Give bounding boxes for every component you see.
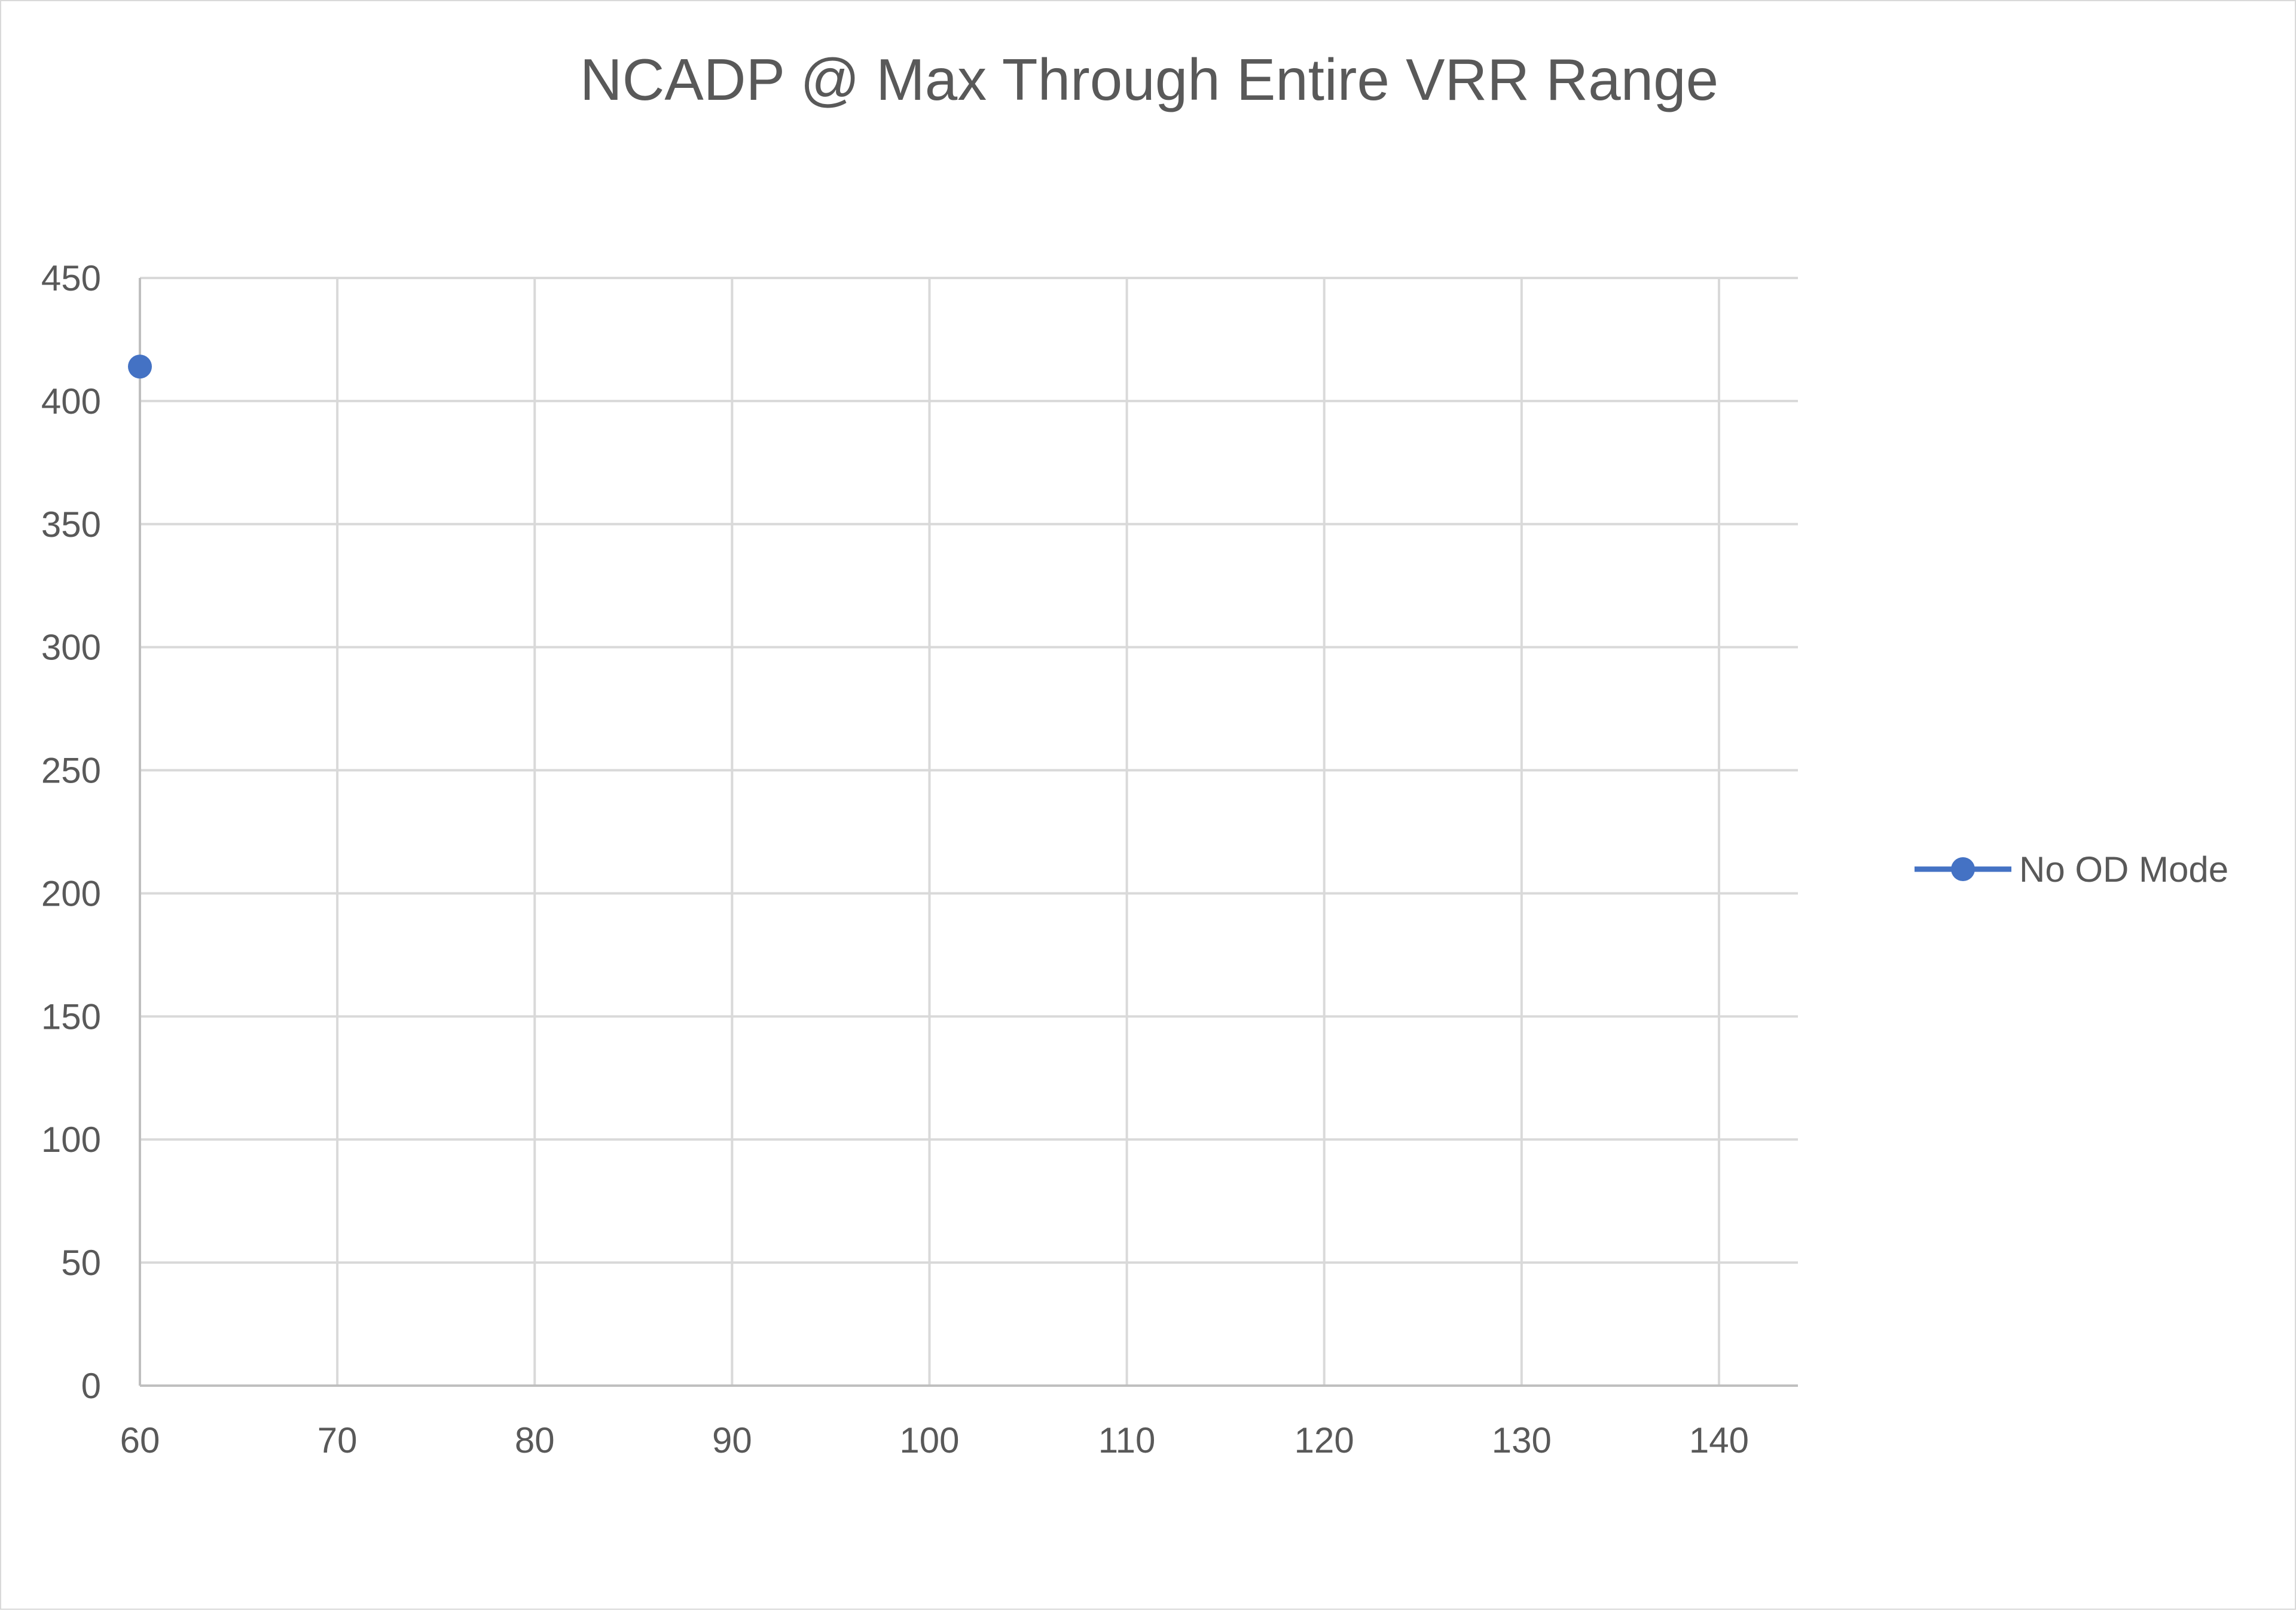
y-tick-label: 150 — [41, 996, 101, 1037]
legend-marker — [1951, 857, 1975, 881]
x-tick-label: 130 — [1492, 1420, 1552, 1460]
tick-labels: 0 50 100 150 200 250 300 350 400 450 60 70 80 90 100 11… — [41, 258, 1749, 1460]
x-tick-label: 80 — [515, 1420, 555, 1460]
x-tick-label: 60 — [120, 1420, 160, 1460]
x-tick-label: 140 — [1689, 1420, 1749, 1460]
gridlines — [140, 277, 1798, 1386]
data-point — [128, 354, 152, 379]
x-tick-label: 120 — [1294, 1420, 1354, 1460]
legend: No OD Mode — [1915, 849, 2228, 889]
y-tick-label: 400 — [41, 381, 101, 421]
y-tick-label: 50 — [61, 1243, 101, 1283]
y-tick-label: 100 — [41, 1120, 101, 1160]
chart-title: NCADP @ Max Through Entire VRR Range — [580, 47, 1718, 112]
x-tick-label: 70 — [317, 1420, 358, 1460]
y-tick-label: 0 — [81, 1366, 101, 1406]
x-tick-label: 110 — [1098, 1420, 1156, 1460]
y-tick-label: 250 — [41, 751, 101, 791]
y-tick-label: 450 — [41, 258, 101, 298]
y-tick-label: 300 — [41, 628, 101, 668]
y-tick-label: 200 — [41, 873, 101, 913]
legend-label: No OD Mode — [2019, 849, 2228, 889]
x-tick-label: 90 — [712, 1420, 752, 1460]
y-tick-label: 350 — [41, 505, 101, 545]
axes — [139, 278, 1798, 1387]
x-tick-label: 100 — [899, 1420, 959, 1460]
data-series — [128, 354, 152, 379]
